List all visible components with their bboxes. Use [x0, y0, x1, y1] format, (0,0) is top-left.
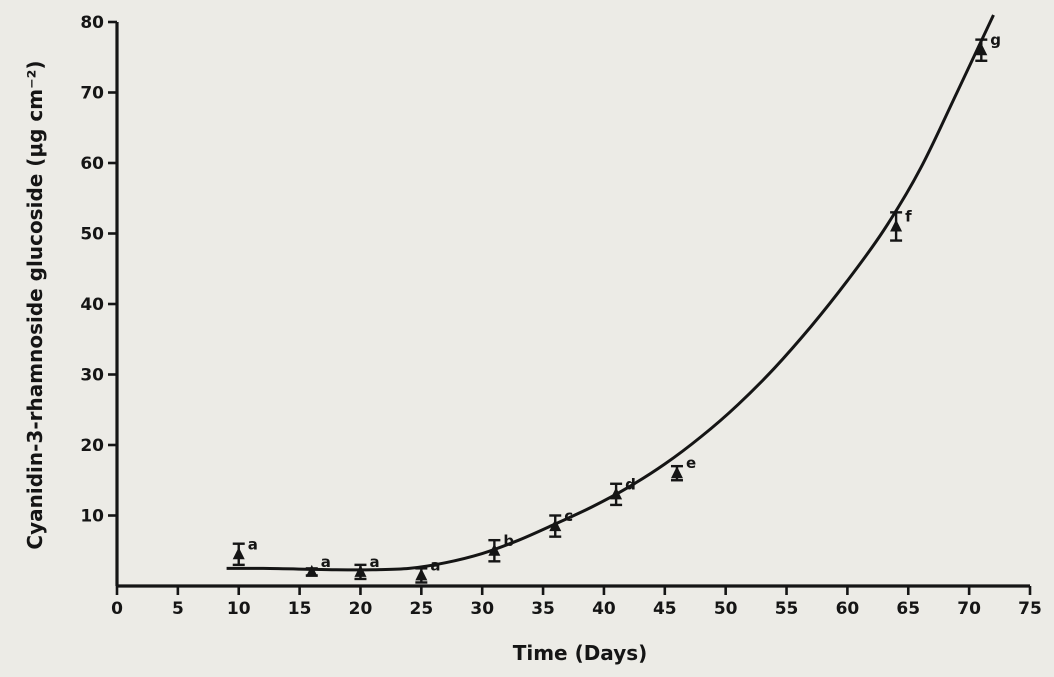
x-tick-label: 0	[111, 599, 123, 619]
x-axis-title: Time (Days)	[513, 641, 648, 665]
y-tick-label: 50	[80, 225, 104, 245]
significance-label: c	[564, 507, 573, 525]
data-point	[549, 519, 562, 532]
data-point	[415, 568, 428, 581]
data-point	[890, 219, 903, 232]
significance-label: a	[248, 535, 258, 553]
data-point	[610, 487, 623, 500]
y-tick-label: 70	[80, 84, 104, 104]
y-axis-title: Cyanidin-3-rhamnoside glucoside (μg cm⁻²…	[23, 60, 47, 549]
data-point	[670, 466, 683, 479]
data-points-layer: a a a a b c d e f g	[232, 31, 1001, 584]
significance-label: a	[369, 553, 379, 571]
x-tick-label: 60	[836, 599, 860, 619]
y-tick-label: 30	[80, 366, 104, 386]
significance-label: e	[686, 454, 696, 472]
y-tick-label: 40	[80, 295, 104, 315]
data-point	[488, 543, 501, 556]
x-tick-label: 10	[227, 599, 251, 619]
x-tick-label: 70	[957, 599, 981, 619]
y-tick-label: 20	[80, 436, 104, 456]
data-point	[354, 564, 367, 577]
data-point	[305, 564, 318, 577]
y-tick-label: 10	[80, 507, 104, 527]
x-tick-label: 15	[288, 599, 312, 619]
significance-label: a	[321, 553, 331, 571]
x-tick-label: 25	[409, 599, 433, 619]
x-tick-label: 45	[653, 599, 677, 619]
y-tick-label: 60	[80, 154, 104, 174]
axes: 0 5 10 15 20 25 30 35 40 45 50 55 60 65 70 75 10 20 30 40 50…	[80, 13, 1042, 619]
x-tick-label: 5	[172, 599, 184, 619]
x-tick-label: 75	[1018, 599, 1042, 619]
significance-label: d	[625, 475, 636, 493]
significance-label: f	[905, 207, 912, 225]
significance-label: a	[430, 556, 440, 574]
significance-label: b	[503, 532, 514, 550]
x-tick-label: 50	[714, 599, 738, 619]
y-tick-label: 80	[80, 13, 104, 33]
x-tick-label: 30	[470, 599, 494, 619]
data-point	[232, 547, 245, 560]
x-tick-label: 35	[531, 599, 555, 619]
data-point	[975, 43, 988, 56]
x-tick-label: 55	[775, 599, 799, 619]
x-tick-label: 40	[592, 599, 616, 619]
x-tick-label: 65	[896, 599, 920, 619]
x-tick-label: 20	[349, 599, 373, 619]
significance-label: g	[990, 31, 1001, 49]
